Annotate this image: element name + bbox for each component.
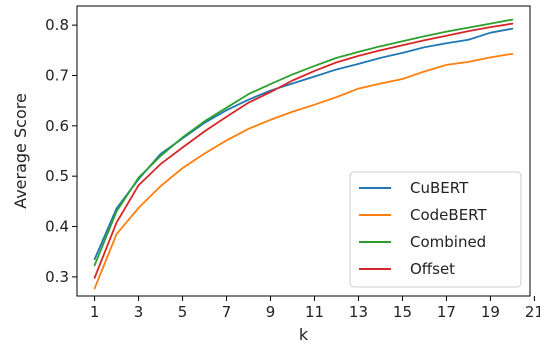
x-axis: 1 3 5 7 9 11 13 15 17 19 21: [90, 296, 540, 321]
series-line-cubert: [93, 27, 514, 261]
x-tick-label: 5: [178, 303, 188, 321]
y-tick-label: 0.4: [45, 218, 69, 236]
y-axis-label: Average Score: [11, 93, 30, 209]
x-tick-label: 15: [393, 303, 412, 321]
x-tick-label: 19: [481, 303, 500, 321]
legend: CuBERT CodeBERT Combined Offset: [349, 171, 522, 288]
series-line-offset: [93, 22, 514, 279]
x-tick-label: 1: [90, 303, 100, 321]
x-tick-label: 3: [134, 303, 144, 321]
y-tick-label: 0.7: [45, 66, 69, 84]
x-tick-label: 17: [437, 303, 456, 321]
y-tick-label: 0.6: [45, 117, 69, 135]
x-tick-label: 21: [525, 303, 540, 321]
y-tick-label: 0.8: [45, 16, 69, 34]
y-tick-label: 0.3: [45, 268, 69, 286]
y-axis: 0.3 0.4 0.5 0.6 0.7 0.8: [45, 16, 77, 286]
legend-label: Offset: [410, 260, 455, 278]
y-tick-label: 0.5: [45, 167, 69, 185]
series-line-codebert: [93, 52, 514, 290]
x-tick-label: 9: [266, 303, 276, 321]
plot-area: [93, 18, 514, 290]
x-tick-label: 11: [305, 303, 324, 321]
x-axis-label: k: [299, 325, 309, 344]
legend-label: CuBERT: [410, 179, 469, 197]
x-tick-label: 13: [349, 303, 368, 321]
plot-frame: [76, 5, 531, 297]
legend-label: CodeBERT: [410, 206, 488, 224]
series-line-combined: [93, 18, 514, 267]
legend-box: [349, 171, 522, 288]
legend-label: Combined: [410, 233, 486, 251]
x-tick-label: 7: [222, 303, 232, 321]
